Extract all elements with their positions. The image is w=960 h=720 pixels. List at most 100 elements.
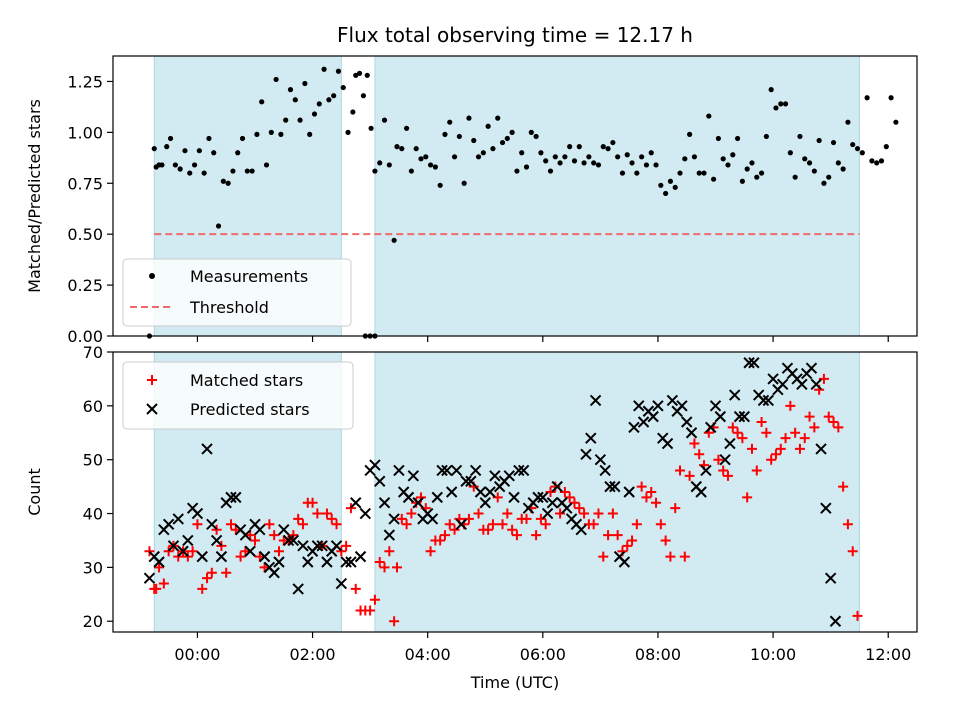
- predicted-stars-point: [762, 394, 774, 407]
- measurement-point: [254, 131, 260, 137]
- matched-stars-point: [473, 508, 484, 519]
- predicted-stars-point: [206, 518, 218, 531]
- measurement-point: [187, 170, 193, 176]
- measurement-point: [821, 180, 827, 186]
- matched-stars-point: [449, 524, 460, 535]
- measurement-point: [552, 154, 558, 160]
- measurement-point: [471, 137, 477, 144]
- predicted-stars-point: [743, 357, 755, 369]
- measurement-point: [874, 160, 880, 166]
- predicted-stars-point: [335, 577, 348, 590]
- matched-stars-point: [154, 562, 165, 573]
- chart-title: Flux total observing time = 12.17 h: [337, 23, 693, 47]
- measurement-point: [629, 160, 635, 166]
- predicted-stars-point: [551, 480, 563, 493]
- measurement-point: [211, 150, 217, 156]
- legend-matched-label: Matched stars: [190, 371, 303, 390]
- matched-stars-point: [158, 578, 169, 589]
- matched-stars-point: [627, 535, 638, 546]
- matched-stars-point: [331, 519, 342, 530]
- predicted-stars-point: [393, 464, 405, 477]
- measurement-point: [316, 101, 322, 107]
- measurement-point: [311, 111, 318, 117]
- measurement-point: [754, 174, 760, 180]
- matched-stars-point: [679, 551, 690, 562]
- measurement-point: [600, 144, 606, 150]
- predicted-stars-point: [709, 400, 722, 412]
- matched-stars-point: [804, 411, 815, 422]
- matched-stars-point: [727, 422, 738, 433]
- predicted-stars-point: [244, 545, 256, 557]
- measurement-point: [287, 87, 294, 93]
- predicted-stars-point: [278, 523, 290, 536]
- predicted-stars-point: [426, 513, 439, 525]
- matched-stars-point: [389, 616, 400, 627]
- y-tick-label: 1.25: [67, 72, 103, 91]
- predicted-stars-point: [513, 464, 525, 477]
- measurement-point: [206, 135, 212, 142]
- predicted-stars-point: [575, 523, 587, 536]
- x-tick-label: 00:00: [174, 645, 220, 664]
- matched-stars-point: [254, 551, 265, 562]
- measurement-point: [302, 80, 308, 87]
- matched-stars-point: [202, 573, 213, 584]
- predicted-stars-point: [489, 470, 501, 482]
- predicted-stars-point: [254, 523, 266, 536]
- measurement-point: [442, 131, 448, 137]
- matched-stars-point: [396, 513, 407, 524]
- measurement-point: [826, 174, 832, 180]
- axes-frame: [112, 351, 918, 633]
- matched-stars-point: [187, 546, 198, 557]
- predicted-stars-point: [724, 437, 736, 450]
- predicted-stars-point: [479, 497, 491, 509]
- measurement-point: [533, 133, 539, 140]
- measurement-point: [167, 135, 174, 142]
- predicted-stars-point: [647, 410, 659, 423]
- measurement-point: [360, 93, 367, 99]
- matched-stars-point: [694, 449, 705, 460]
- predicted-stars-point: [676, 400, 688, 412]
- measurement-point: [151, 146, 157, 152]
- measurement-point: [225, 180, 231, 186]
- predicted-stars-point: [287, 534, 300, 547]
- shaded-interval: [374, 56, 860, 336]
- matched-stars-point: [722, 470, 733, 481]
- measurement-point: [720, 156, 726, 162]
- predicted-stars-point: [805, 362, 818, 374]
- measurement-point: [399, 146, 405, 152]
- measurement-point: [292, 97, 298, 103]
- measurement-point: [321, 66, 327, 72]
- matched-stars-point: [636, 481, 647, 492]
- measurement-point: [605, 146, 611, 152]
- predicted-stars-point: [474, 486, 487, 498]
- y-tick-label: 20: [83, 612, 103, 631]
- measurement-point: [215, 223, 222, 229]
- matched-stars-point: [206, 567, 217, 578]
- predicted-stars-point: [465, 475, 477, 487]
- measurement-point: [523, 164, 530, 170]
- measurement-point: [595, 162, 602, 168]
- matched-stars-point: [799, 433, 810, 444]
- matched-stars-point: [211, 524, 222, 535]
- measurement-point: [326, 97, 332, 103]
- measurement-point: [364, 72, 370, 78]
- predicted-stars-point: [292, 583, 304, 595]
- measurement-point: [619, 170, 626, 176]
- measurement-point: [730, 152, 736, 158]
- matched-stars-point: [511, 530, 522, 541]
- matched-stars-point: [593, 508, 604, 519]
- measurement-point: [734, 135, 741, 142]
- measurement-point: [648, 150, 654, 156]
- matched-stars-point: [487, 519, 498, 530]
- predicted-stars-point: [508, 491, 520, 504]
- measurement-point: [883, 144, 889, 150]
- measurement-point: [701, 170, 707, 176]
- matched-stars-point: [651, 497, 662, 508]
- predicted-stars-point: [589, 394, 602, 407]
- predicted-stars-point: [748, 357, 760, 369]
- matched-stars-point: [660, 535, 671, 546]
- y-tick-label: 50: [83, 451, 103, 470]
- measurement-point: [504, 135, 510, 142]
- measurement-point: [432, 164, 438, 170]
- matched-stars-point: [612, 530, 623, 541]
